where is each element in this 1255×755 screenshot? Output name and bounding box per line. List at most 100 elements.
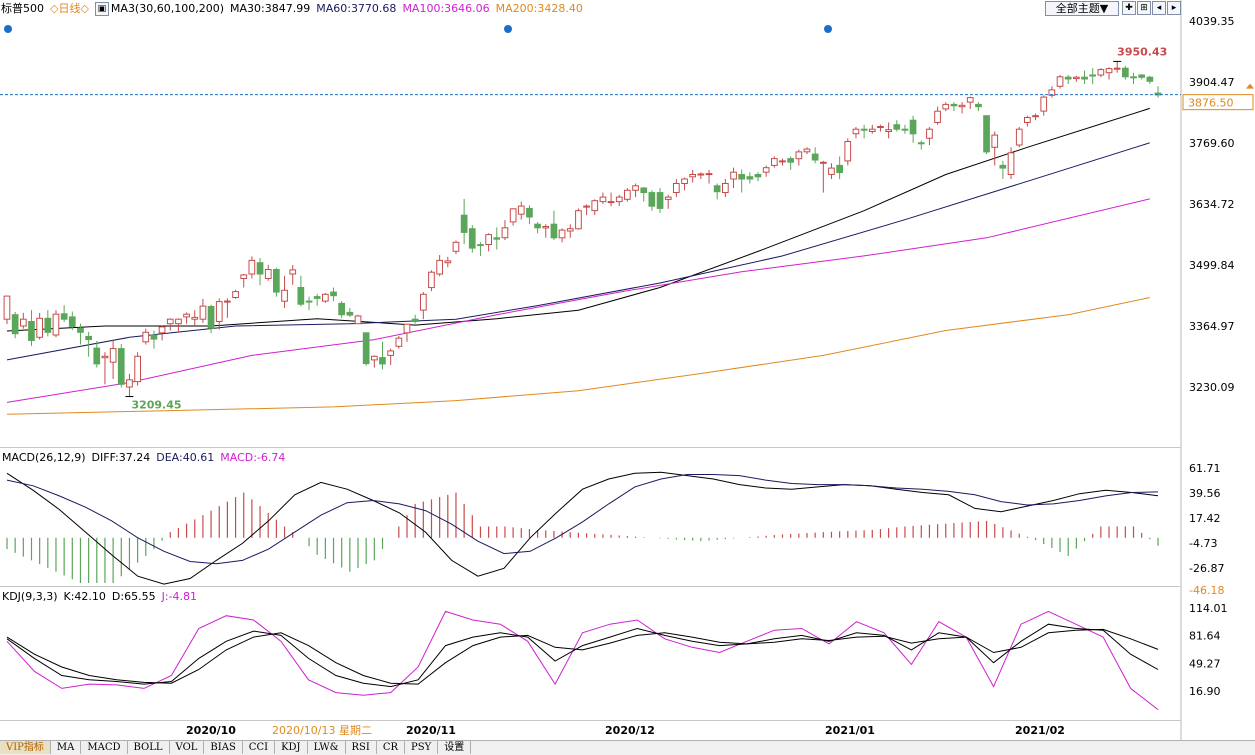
candle[interactable] — [1089, 68, 1097, 85]
candle[interactable] — [624, 188, 631, 202]
candle[interactable] — [607, 192, 615, 207]
candle[interactable] — [575, 208, 582, 230]
candle[interactable] — [632, 183, 639, 198]
indicator-tab[interactable]: RSI — [346, 741, 377, 754]
candle[interactable] — [215, 298, 223, 330]
candle[interactable] — [224, 298, 231, 318]
candle[interactable] — [558, 228, 566, 243]
candle[interactable] — [85, 331, 93, 357]
candle[interactable] — [485, 233, 492, 252]
candle[interactable] — [420, 292, 427, 320]
candle[interactable] — [1081, 70, 1088, 85]
candle[interactable] — [158, 325, 166, 341]
candle[interactable] — [305, 296, 313, 311]
indicator-tab[interactable]: KDJ — [275, 741, 308, 754]
scroll-right-icon[interactable]: ▸ — [1167, 1, 1181, 15]
candle[interactable] — [1007, 147, 1015, 179]
scroll-left-icon[interactable]: ◂ — [1152, 1, 1166, 15]
candle[interactable] — [648, 190, 656, 211]
candle[interactable] — [673, 178, 680, 198]
candle[interactable] — [175, 318, 182, 333]
candle[interactable] — [93, 340, 101, 368]
candle[interactable] — [705, 169, 713, 184]
candle[interactable] — [395, 335, 403, 349]
candle[interactable] — [240, 273, 248, 288]
candle[interactable] — [795, 149, 803, 166]
candle[interactable] — [1064, 74, 1072, 85]
candle[interactable] — [330, 287, 337, 302]
candle[interactable] — [477, 242, 484, 256]
candle[interactable] — [1146, 75, 1154, 85]
candle[interactable] — [738, 169, 745, 193]
candle[interactable] — [656, 188, 664, 213]
candle[interactable] — [599, 192, 607, 204]
indicator-tab[interactable]: 设置 — [438, 741, 472, 754]
candle[interactable] — [934, 106, 941, 125]
indicator-tab[interactable]: VIP指标 — [0, 741, 51, 754]
candle[interactable] — [142, 328, 150, 345]
candle[interactable] — [697, 172, 705, 179]
candle[interactable] — [346, 307, 354, 317]
candle[interactable] — [289, 264, 297, 285]
indicator-tab[interactable]: VOL — [170, 741, 205, 754]
candle[interactable] — [199, 298, 207, 323]
candle[interactable] — [746, 172, 754, 184]
candle[interactable] — [942, 102, 950, 112]
candle[interactable] — [787, 156, 794, 170]
indicator-tab[interactable]: CCI — [243, 741, 276, 754]
candle[interactable] — [207, 304, 215, 334]
candle[interactable] — [779, 158, 786, 166]
candle[interactable] — [371, 355, 378, 368]
candle[interactable] — [811, 147, 819, 164]
indicator-tab[interactable]: CR — [377, 741, 406, 754]
candle[interactable] — [256, 258, 264, 286]
candle[interactable] — [281, 275, 288, 308]
candle[interactable] — [501, 220, 509, 241]
candle[interactable] — [126, 373, 133, 397]
candle[interactable] — [517, 201, 525, 220]
candle[interactable] — [166, 318, 174, 331]
candle[interactable] — [975, 102, 982, 112]
candle[interactable] — [1048, 86, 1056, 98]
candle[interactable] — [273, 267, 280, 297]
candle[interactable] — [885, 122, 892, 139]
candle[interactable] — [28, 310, 35, 346]
indicator-tab[interactable]: BIAS — [204, 741, 243, 754]
candle[interactable] — [248, 256, 256, 279]
candle[interactable] — [1105, 67, 1113, 80]
candle[interactable] — [1122, 65, 1129, 80]
candle[interactable] — [109, 339, 117, 379]
candle[interactable] — [452, 240, 460, 255]
indicator-tab[interactable]: LW& — [308, 741, 346, 754]
candle[interactable] — [232, 289, 239, 299]
candle[interactable] — [313, 293, 321, 306]
candle[interactable] — [20, 312, 27, 329]
candle[interactable] — [509, 208, 517, 226]
candle[interactable] — [264, 264, 272, 281]
candle[interactable] — [640, 187, 648, 202]
candle[interactable] — [1032, 113, 1039, 121]
candle[interactable] — [983, 115, 990, 155]
candle[interactable] — [60, 305, 68, 322]
candle[interactable] — [852, 126, 860, 139]
candle[interactable] — [820, 160, 827, 193]
candle[interactable] — [926, 126, 933, 146]
candle[interactable] — [583, 204, 590, 216]
candle[interactable] — [762, 165, 770, 177]
candle[interactable] — [526, 205, 533, 225]
candle[interactable] — [387, 348, 394, 365]
candle[interactable] — [338, 301, 345, 318]
zoom-in-icon[interactable]: ⊞ — [1137, 1, 1151, 15]
candle[interactable] — [542, 224, 550, 238]
candle[interactable] — [681, 177, 688, 191]
candle[interactable] — [1138, 74, 1146, 80]
candle[interactable] — [950, 102, 958, 112]
candle[interactable] — [991, 131, 999, 166]
candle[interactable] — [591, 199, 599, 216]
candle[interactable] — [36, 312, 43, 340]
candle[interactable] — [689, 169, 696, 183]
candle[interactable] — [362, 332, 370, 366]
candle[interactable] — [860, 124, 868, 139]
candle[interactable] — [901, 124, 909, 134]
candle[interactable] — [917, 140, 925, 150]
